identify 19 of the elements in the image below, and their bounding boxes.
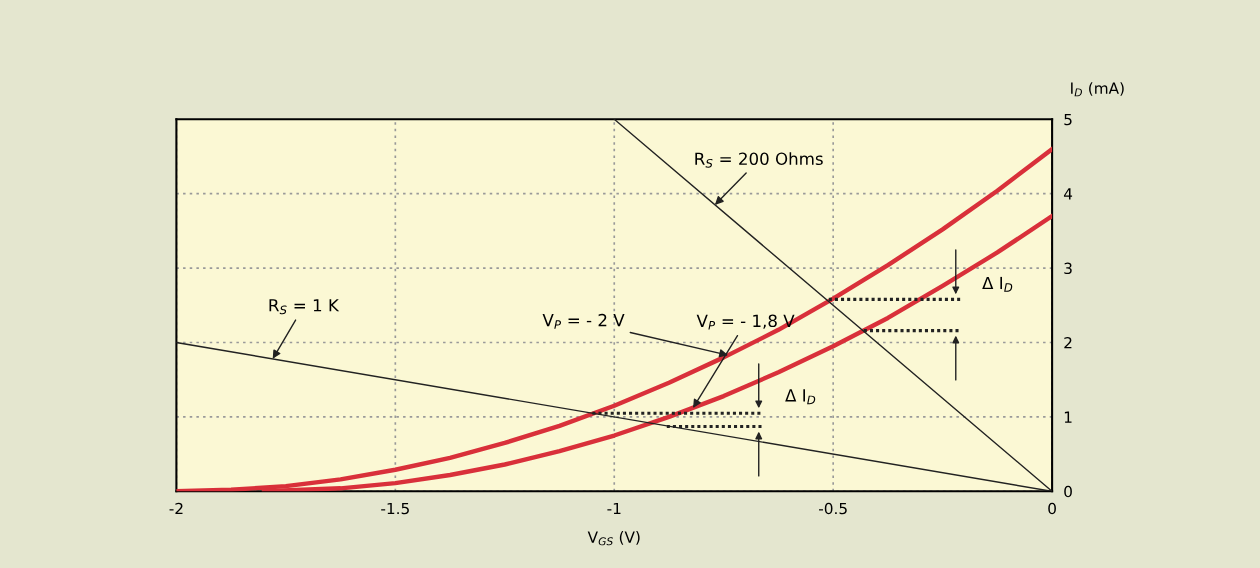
y-tick-label: 2 — [1064, 336, 1072, 349]
y-tick-label: 3 — [1064, 262, 1072, 275]
x-tick-label: -0.5 — [819, 502, 847, 515]
x-tick-label: -1 — [607, 502, 621, 515]
annotation: V$_{P}$ = - 1,8 V — [696, 314, 795, 330]
y-tick-label: 5 — [1064, 113, 1072, 126]
x-axis-title: V$_{GS}$ (V) — [587, 531, 640, 546]
y-tick-label: 0 — [1064, 485, 1072, 498]
y-tick-label: 1 — [1064, 411, 1072, 423]
annotation: Δ I$_{D}$ — [982, 276, 1013, 292]
x-tick-label: 0 — [1048, 502, 1056, 515]
annotation: V$_{P}$ = - 2 V — [542, 313, 625, 329]
x-tick-label: -2 — [169, 502, 183, 515]
x-tick-label: -1.5 — [381, 502, 409, 515]
annotation: R$_{S}$ = 200 Ohms — [695, 152, 823, 168]
annotation: R$_{S}$ = 1 K — [269, 299, 340, 315]
y-axis-title: I$_{D}$ (mA) — [1071, 82, 1124, 97]
annotation: Δ I$_{D}$ — [785, 389, 816, 405]
y-tick-label: 4 — [1063, 188, 1073, 200]
